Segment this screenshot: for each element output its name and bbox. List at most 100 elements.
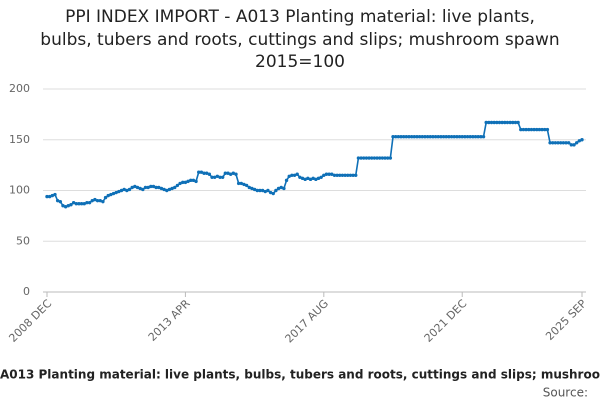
data-point xyxy=(220,175,225,180)
data-point xyxy=(415,135,419,139)
data-point xyxy=(564,141,568,145)
data-point xyxy=(74,201,78,206)
data-point xyxy=(252,187,257,192)
data-point xyxy=(348,173,353,177)
data-point xyxy=(319,175,323,180)
data-point xyxy=(391,135,395,139)
data-point xyxy=(170,186,174,191)
data-point xyxy=(338,173,342,177)
data-point xyxy=(543,127,547,132)
data-point xyxy=(343,173,347,177)
data-point xyxy=(63,205,68,209)
data-point xyxy=(492,120,496,125)
data-point xyxy=(173,185,177,190)
data-point xyxy=(127,187,132,192)
data-point xyxy=(420,135,424,139)
data-point xyxy=(566,141,571,145)
data-point xyxy=(556,141,560,145)
legend-entry: A013 Planting material: live plants, bul… xyxy=(0,368,600,382)
data-point xyxy=(356,156,361,160)
data-point xyxy=(460,135,464,139)
data-point xyxy=(335,173,339,177)
x-tick-label: 2008 DEC xyxy=(6,297,54,345)
data-point xyxy=(85,200,89,205)
data-point xyxy=(364,156,369,160)
data-point xyxy=(205,171,209,175)
data-point xyxy=(258,188,262,193)
data-point xyxy=(529,127,534,132)
data-point xyxy=(308,177,313,182)
data-point xyxy=(412,135,417,139)
data-point xyxy=(322,173,326,177)
data-point xyxy=(266,188,270,193)
data-point xyxy=(236,181,241,186)
data-point xyxy=(133,184,137,189)
data-point xyxy=(487,120,491,125)
data-point xyxy=(287,174,291,178)
data-point xyxy=(234,172,238,176)
data-point xyxy=(359,156,363,160)
data-point xyxy=(500,120,504,125)
data-point xyxy=(138,186,142,191)
data-point xyxy=(114,190,118,195)
data-point xyxy=(50,193,55,198)
data-point xyxy=(332,173,337,177)
data-point xyxy=(380,156,385,160)
data-point xyxy=(351,173,355,177)
data-point xyxy=(574,141,579,145)
data-point xyxy=(66,204,70,208)
data-point xyxy=(569,143,574,147)
source: Source: xyxy=(543,386,588,400)
data-point xyxy=(300,176,305,181)
data-point xyxy=(370,156,374,160)
x-tick-label: 2025 SEP xyxy=(543,297,589,343)
y-tick-label: 50 xyxy=(16,234,30,247)
data-point xyxy=(215,174,220,178)
data-point xyxy=(95,198,100,203)
data-point xyxy=(295,172,299,176)
data-point xyxy=(279,185,283,190)
data-point xyxy=(423,135,427,139)
data-point xyxy=(263,189,267,194)
data-point xyxy=(399,135,403,139)
data-point xyxy=(409,135,414,139)
data-point xyxy=(330,172,334,176)
data-point xyxy=(548,141,552,145)
data-point xyxy=(87,200,92,205)
data-point xyxy=(468,135,472,139)
data-point xyxy=(346,173,350,177)
data-point xyxy=(511,120,515,125)
data-point xyxy=(396,135,401,139)
data-point xyxy=(425,135,430,139)
data-point xyxy=(207,172,212,176)
data-point xyxy=(428,135,432,139)
data-point xyxy=(481,135,486,139)
data-point xyxy=(61,204,65,208)
data-point xyxy=(433,135,438,139)
data-point xyxy=(130,185,134,190)
data-point xyxy=(473,135,478,139)
data-point xyxy=(457,135,462,139)
data-point xyxy=(417,135,422,139)
data-point xyxy=(303,177,307,182)
data-point xyxy=(135,185,140,190)
data-point xyxy=(505,120,510,125)
data-point xyxy=(226,171,230,175)
data-point xyxy=(119,188,124,193)
data-point xyxy=(375,156,379,160)
data-point xyxy=(284,178,289,183)
data-point xyxy=(521,127,526,132)
data-point xyxy=(404,135,409,139)
data-point xyxy=(143,185,148,190)
data-point xyxy=(471,135,475,139)
data-point xyxy=(316,176,321,181)
data-point xyxy=(465,135,470,139)
data-point xyxy=(314,177,318,182)
data-point xyxy=(159,186,164,191)
data-point xyxy=(431,135,435,139)
data-point xyxy=(393,135,398,139)
data-point xyxy=(489,120,494,125)
data-point xyxy=(441,135,446,139)
data-point xyxy=(125,188,129,193)
data-point xyxy=(444,135,448,139)
